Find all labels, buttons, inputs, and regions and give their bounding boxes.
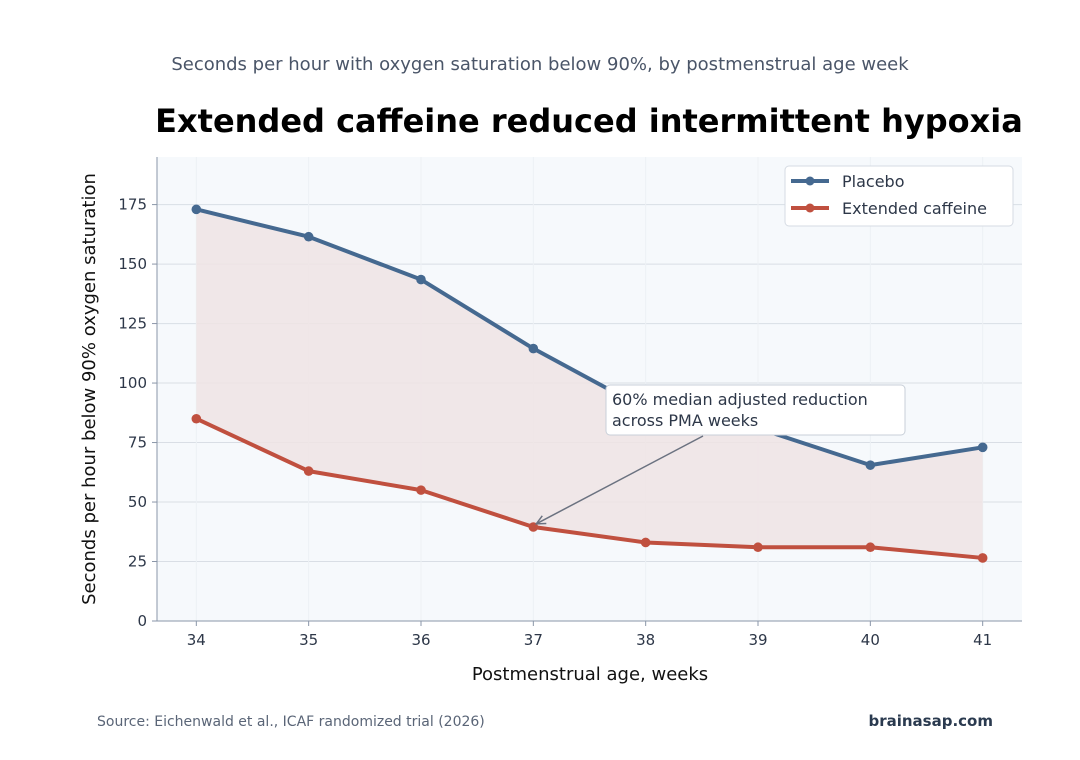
data-point-extended-caffeine [977, 553, 988, 563]
legend-label-extended-caffeine: Extended caffeine [842, 199, 987, 218]
legend-marker-placebo [805, 176, 815, 186]
shaded-difference-area [196, 209, 983, 558]
annotation-arrow [535, 435, 704, 525]
annotation-box [605, 384, 906, 436]
data-point-extended-caffeine [865, 542, 876, 553]
y-axis-label: Seconds per hour below 90% oxygen satura… [79, 173, 100, 605]
data-point-placebo [977, 442, 988, 453]
x-axis-ticks: 34 35 36 37 38 39 40 41 [187, 621, 992, 649]
data-point-placebo [865, 460, 876, 470]
legend: Placebo Extended caffeine [784, 165, 1014, 227]
series-line-extended-caffeine [194, 416, 985, 560]
data-point-extended-caffeine [528, 522, 539, 532]
chart-title: Extended caffeine reduced intermittent h… [155, 102, 1023, 140]
annotation-line-2: across PMA weeks [612, 411, 758, 430]
source-note: Source: Eichenwald et al., ICAF randomiz… [97, 714, 485, 730]
y-tick-label: 175 [118, 196, 147, 214]
x-tick-label: 37 [524, 631, 543, 649]
data-point-placebo [303, 231, 314, 242]
data-point-placebo [191, 204, 202, 215]
x-tick-label: 35 [299, 631, 318, 649]
brand-label: brainasap.com [868, 712, 993, 730]
y-tick-label: 75 [128, 434, 147, 452]
y-tick-label: 25 [128, 553, 147, 571]
x-tick-label: 34 [187, 631, 206, 649]
legend-label-placebo: Placebo [842, 172, 904, 191]
y-tick-label: 150 [118, 255, 147, 273]
data-point-extended-caffeine [416, 485, 426, 495]
y-tick-label: 0 [137, 612, 147, 630]
data-point-extended-caffeine [640, 537, 651, 548]
data-point-extended-caffeine [303, 466, 314, 476]
y-tick-label: 50 [128, 493, 147, 511]
x-tick-label: 39 [748, 631, 767, 649]
series-line-placebo [194, 207, 985, 468]
y-tick-label: 125 [118, 315, 147, 333]
y-axis-ticks: 0 25 50 75 100 125 150 175 [118, 196, 157, 630]
x-tick-label: 41 [973, 631, 992, 649]
x-axis-label: Postmenstrual age, weeks [472, 664, 708, 685]
chart-subtitle: Seconds per hour with oxygen saturation … [171, 54, 909, 75]
annotation-arrowhead [534, 515, 547, 525]
x-tick-label: 36 [411, 631, 430, 649]
data-point-extended-caffeine [753, 542, 763, 553]
series-extended-caffeine [191, 413, 988, 563]
data-point-placebo [416, 274, 426, 285]
legend-marker-extended-caffeine [805, 203, 815, 213]
data-point-extended-caffeine [191, 413, 202, 424]
x-tick-label: 38 [636, 631, 655, 649]
annotation-line-1: 60% median adjusted reduction [612, 390, 868, 409]
data-point-placebo [528, 343, 539, 354]
legend-box [784, 165, 1014, 227]
y-tick-label: 100 [118, 374, 147, 392]
x-tick-label: 40 [861, 631, 880, 649]
